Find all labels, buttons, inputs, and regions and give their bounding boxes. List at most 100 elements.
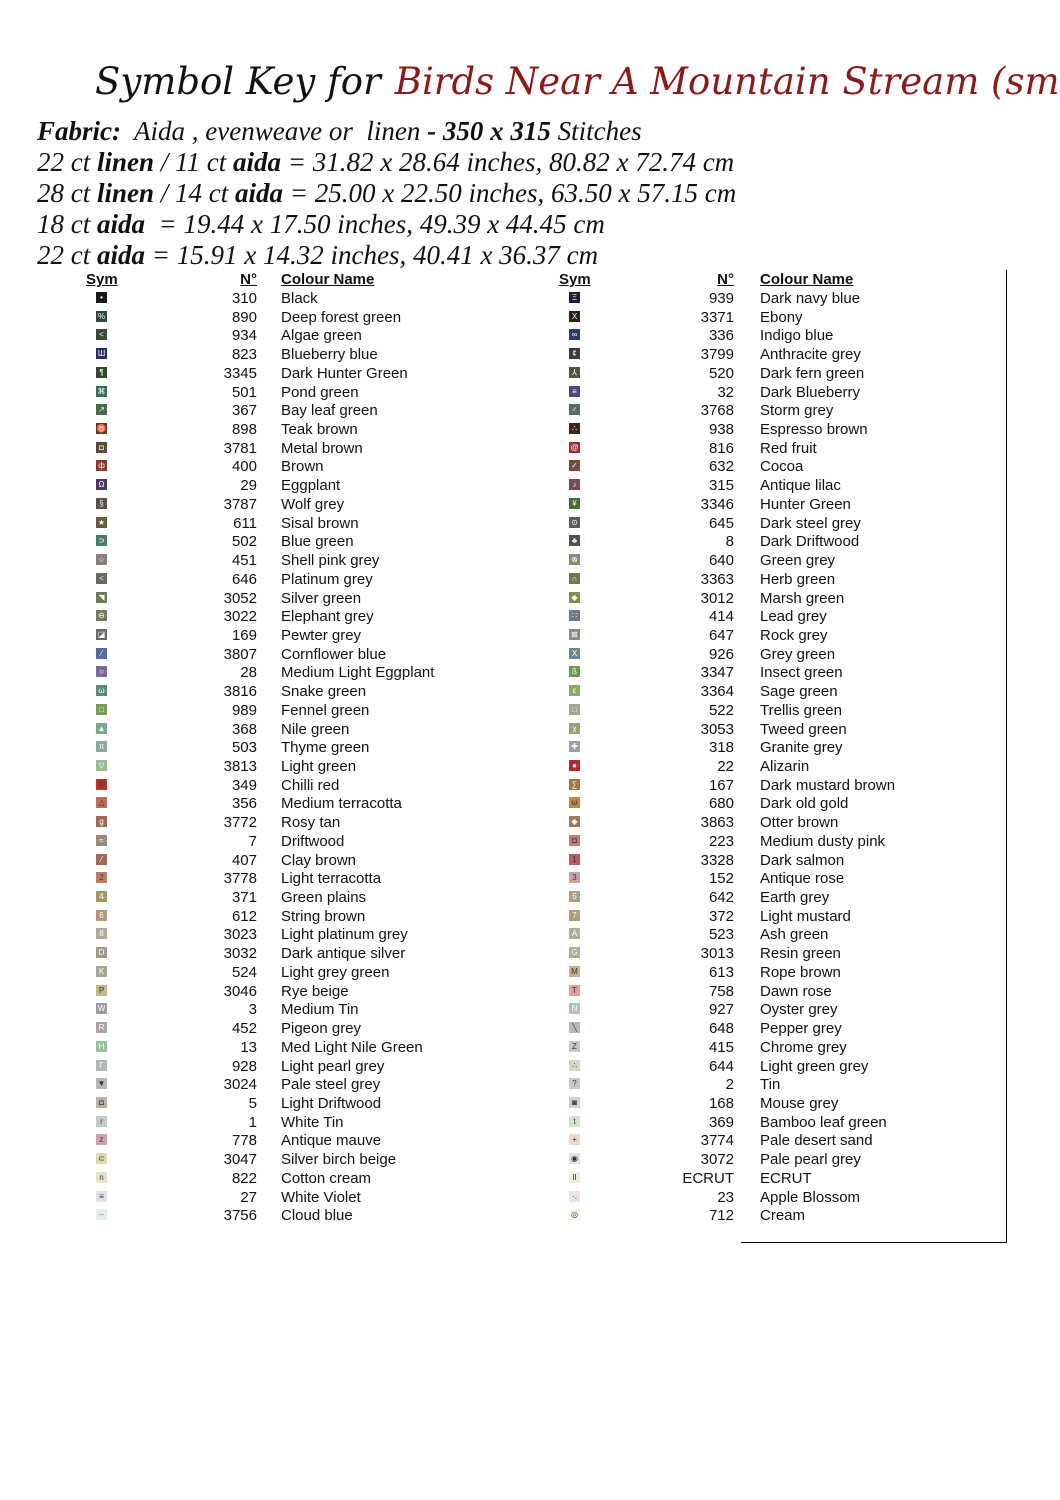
colour-name: Medium dusty pink [760, 832, 886, 850]
colour-name: Dark old gold [760, 795, 849, 813]
colour-name: Dark antique silver [281, 945, 406, 963]
swatch: § [96, 497, 107, 509]
thread-number: 3787 [223, 495, 257, 513]
thread-number: 369 [708, 1113, 734, 1131]
colour-name: Thyme green [281, 739, 370, 757]
colour-name: Clay brown [281, 851, 357, 869]
swatch: 5 [569, 891, 580, 903]
swatch: Z [569, 1040, 580, 1052]
swatch: ∞ [569, 329, 580, 341]
colour-name: Dark mustard brown [760, 776, 896, 794]
colour-name: Lead grey [760, 608, 827, 626]
info-text: = 31.82 x 28.64 inches, 80.82 x 72.74 cm [281, 147, 735, 177]
thread-number: 501 [231, 383, 257, 401]
thread-number: 611 [233, 514, 257, 532]
colour-name: Antique mauve [281, 1132, 382, 1150]
thread-number: 522 [708, 701, 734, 719]
colour-name: Teak brown [281, 421, 358, 439]
swatch: 1 [569, 853, 580, 865]
thread-number: ECRUT [682, 1169, 734, 1187]
thread-number: 3781 [223, 439, 257, 457]
thread-number: 310 [231, 290, 257, 307]
colour-name: Green grey [760, 552, 836, 570]
colour-name: Tweed green [760, 720, 847, 738]
thread-number: 371 [231, 889, 257, 907]
colour-name: Pale desert sand [760, 1132, 873, 1150]
swatch: M [569, 965, 580, 977]
thread-number: 632 [708, 458, 734, 476]
swatch: P [96, 984, 107, 996]
thread-number: 336 [708, 327, 734, 345]
swatch: ∩ [569, 572, 580, 584]
info-text: = 25.00 x 22.50 inches, 63.50 x 57.15 cm [283, 178, 737, 208]
thread-number: 169 [231, 626, 257, 644]
thread-number: 898 [231, 421, 257, 439]
thread-number: 3756 [223, 1207, 257, 1225]
swatch: Χ [569, 310, 580, 322]
colour-name: Medium Light Eggplant [281, 664, 435, 682]
swatch: ф [96, 460, 107, 472]
colour-name: Snake green [281, 683, 367, 701]
thread-number: 3772 [223, 814, 257, 832]
thread-number: 3053 [700, 720, 734, 738]
colour-name: Light pearl grey [281, 1057, 385, 1075]
thread-number: 3013 [700, 945, 734, 963]
thread-number: 3345 [223, 364, 257, 382]
swatch: ≈ [96, 834, 107, 846]
colour-name: White Violet [281, 1188, 361, 1206]
header-name: Colour Name [760, 271, 854, 288]
swatch: r [96, 1115, 107, 1127]
swatch: ◆ [569, 816, 580, 828]
thread-number: 823 [231, 346, 257, 364]
swatch: ◙ [569, 1096, 580, 1108]
swatch: ω [569, 797, 580, 809]
swatch: < [96, 329, 107, 341]
colour-name: Dawn rose [760, 982, 832, 1000]
colour-name: Granite grey [760, 739, 843, 757]
swatch: ♪ [569, 479, 580, 491]
info-text: / 14 ct [154, 178, 236, 208]
info-line: 18 ct aida = 19.44 x 17.50 inches, 49.39… [37, 209, 605, 240]
swatch: K [96, 965, 107, 977]
colour-name: Nile green [281, 720, 350, 738]
thread-number: 644 [708, 1057, 734, 1075]
colour-name: Light Driftwood [281, 1094, 382, 1112]
swatch: ⊙ [569, 516, 580, 528]
swatch: W [96, 1003, 107, 1015]
thread-number: 3807 [223, 645, 257, 663]
colour-name: Eggplant [281, 477, 341, 495]
colour-name: Metal brown [281, 439, 363, 457]
thread-number: 167 [708, 776, 734, 794]
thread-number: 613 [708, 963, 734, 981]
colour-name: Dark steel grey [760, 514, 861, 532]
swatch: ¶ [96, 366, 107, 378]
swatch: H [96, 1040, 107, 1052]
colour-name: Dark fern green [760, 364, 865, 382]
border-right [1006, 270, 1007, 1243]
swatch: □ [569, 703, 580, 715]
thread-number: 368 [231, 720, 257, 738]
info-text: linen [97, 178, 155, 208]
info-text: aida [233, 147, 282, 177]
swatch: ≡ [569, 385, 580, 397]
info-text: Stitches [550, 116, 642, 146]
swatch: A [569, 928, 580, 940]
thread-number: 2 [725, 1076, 734, 1094]
thread-number: 349 [231, 776, 257, 794]
swatch: ω [96, 685, 107, 697]
colour-name: Pale steel grey [281, 1076, 381, 1094]
thread-number: 520 [708, 364, 734, 382]
swatch: ∷ [569, 610, 580, 622]
swatch: ∴ [569, 423, 580, 435]
thread-number: 3768 [700, 402, 734, 420]
title-prefix: Symbol Key for [95, 60, 381, 103]
colour-name: Rosy tan [281, 814, 341, 832]
thread-number: 822 [231, 1169, 257, 1187]
thread-number: 372 [708, 907, 734, 925]
swatch: ▼ [96, 1078, 107, 1090]
colour-name: Dark salmon [760, 851, 845, 869]
colour-name: Blueberry blue [281, 346, 378, 364]
colour-name: Driftwood [281, 832, 345, 850]
swatch: ⊂ [96, 1153, 107, 1165]
colour-name: Pale pearl grey [760, 1151, 861, 1169]
